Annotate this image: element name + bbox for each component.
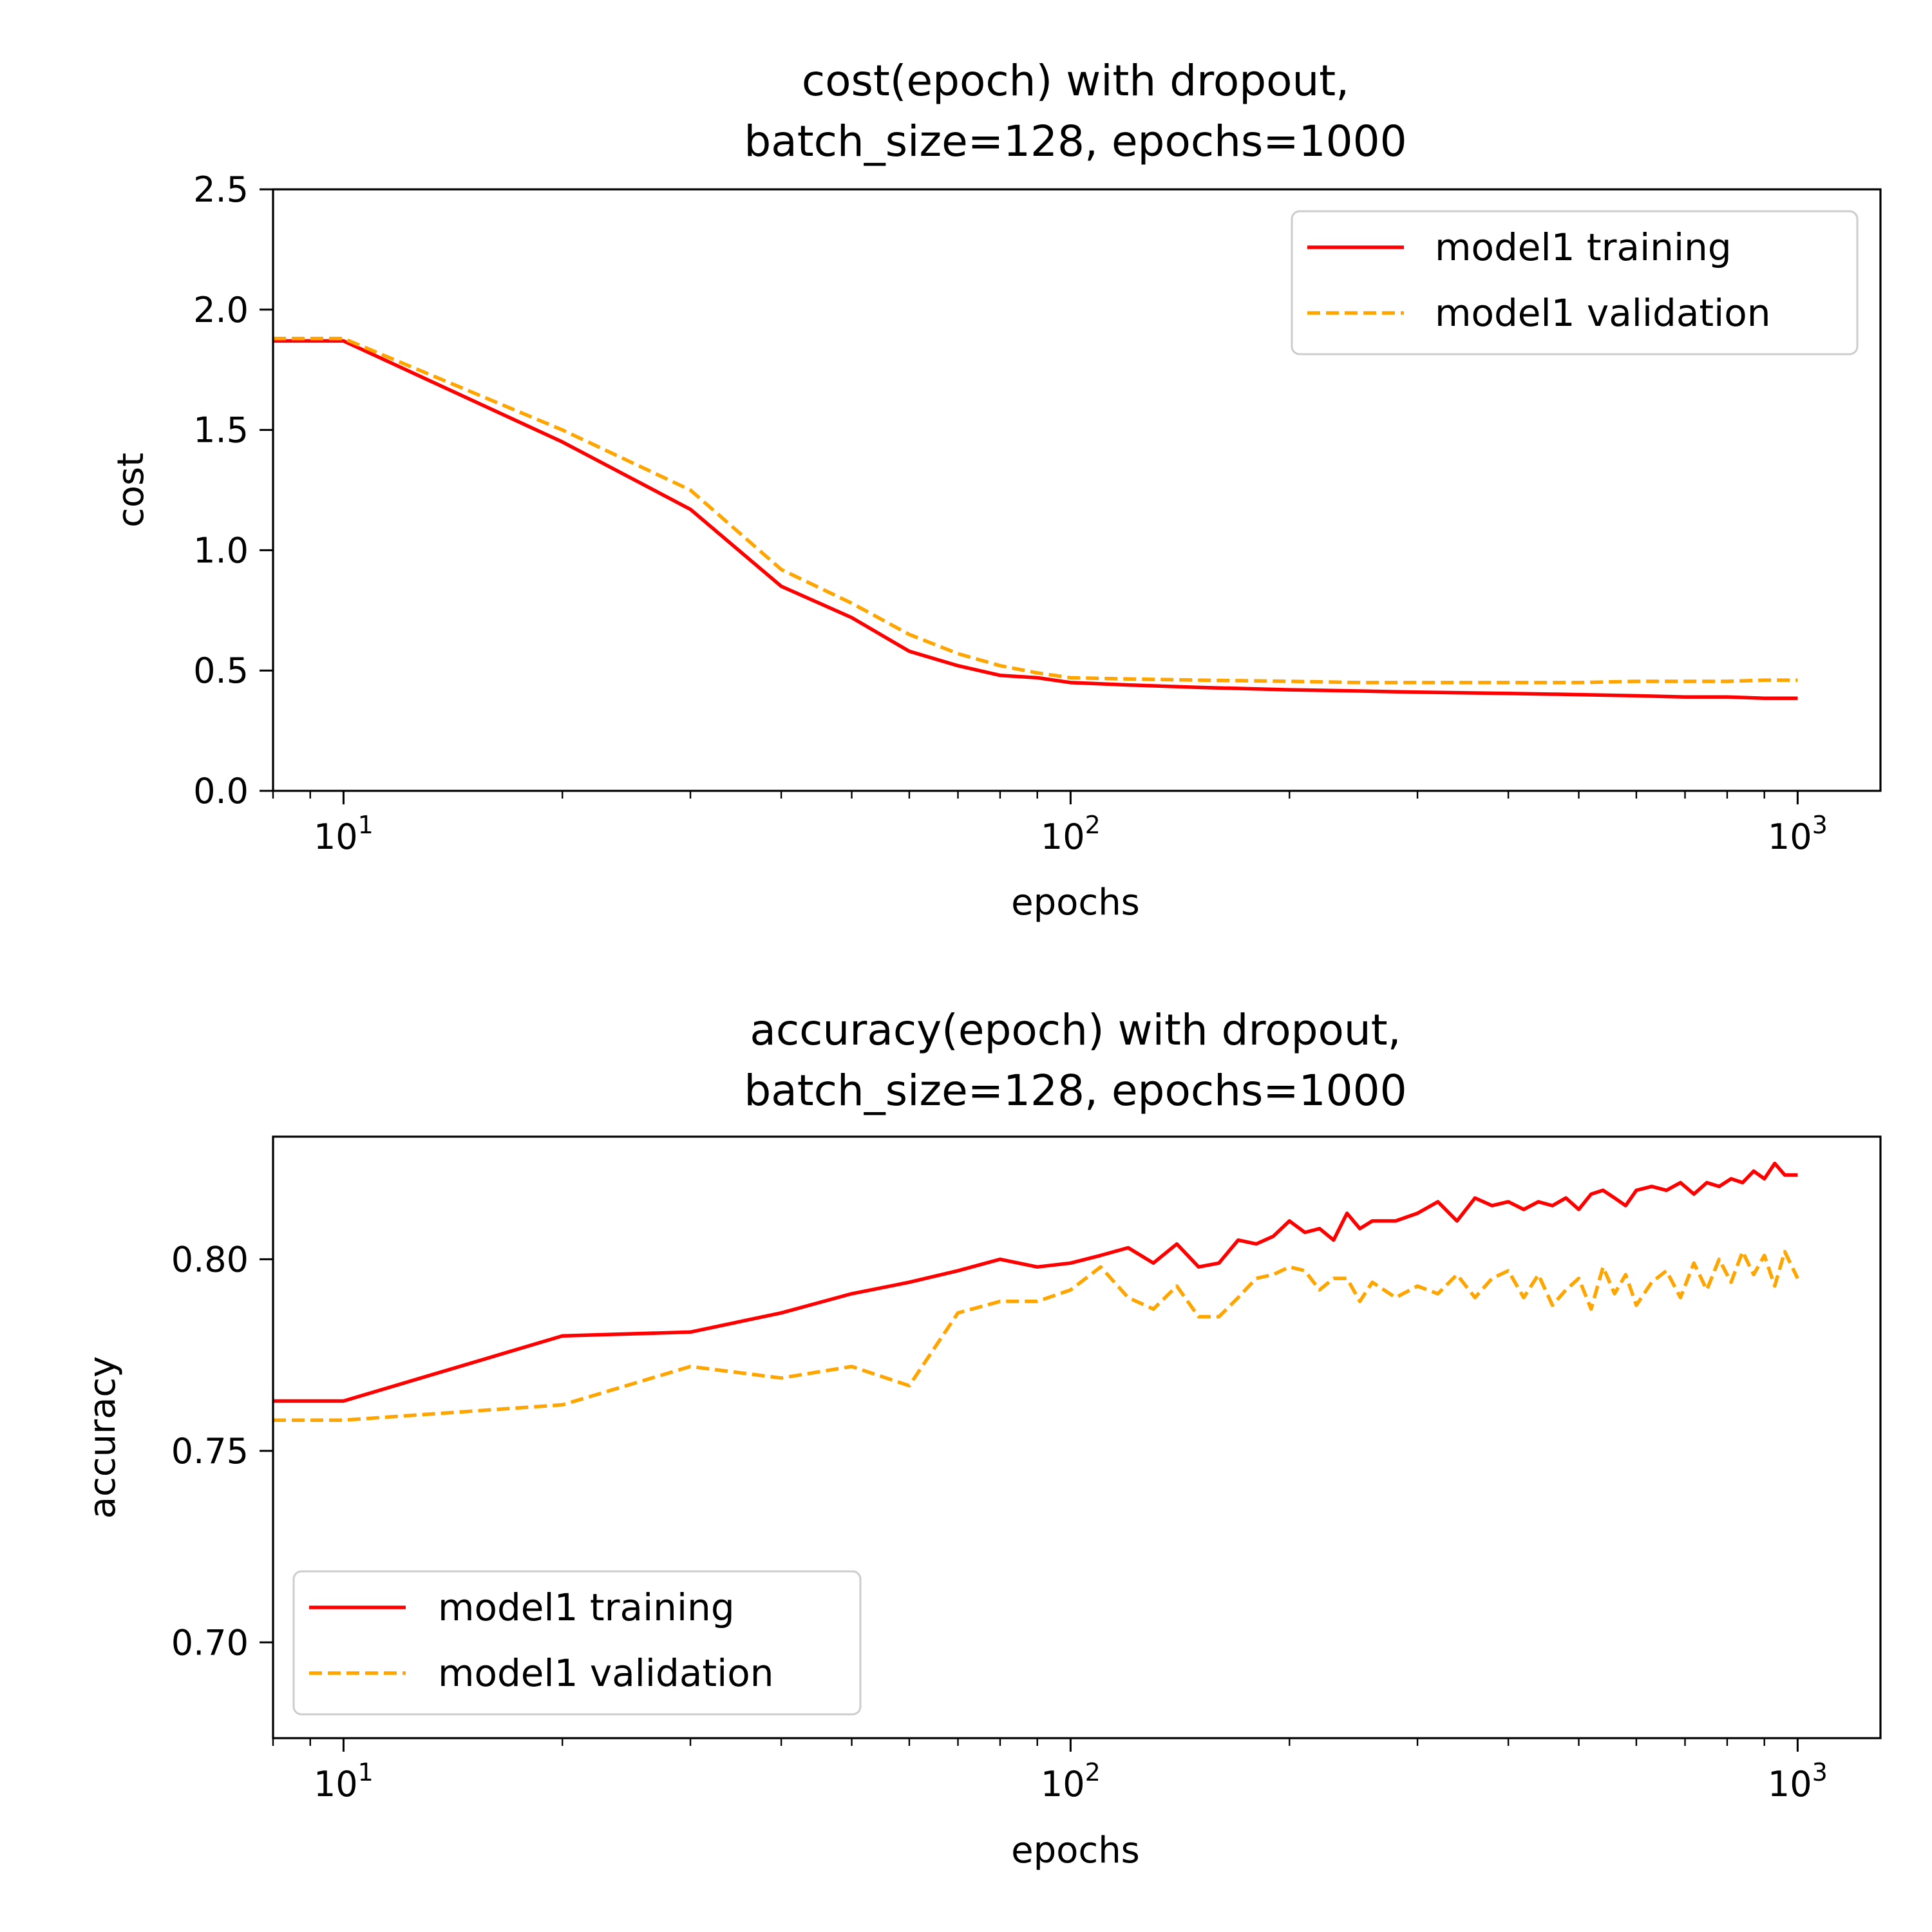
cost-y-tick-label: 0.5: [193, 650, 249, 691]
accuracy-x-axis-label: epochs: [1011, 1830, 1140, 1871]
cost-x-tick-label: 102: [1041, 811, 1101, 857]
accuracy-chart-title-line2: batch_size=128, epochs=1000: [744, 1066, 1406, 1115]
cost-plot-area: 101 102 103 0.0 0.5 1.0 1.5 2.0 2.5: [193, 169, 1828, 857]
accuracy-x-tick-label: 103: [1768, 1758, 1828, 1804]
accuracy-series-training-line: [273, 1161, 1798, 1403]
cost-axes-frame: [272, 188, 1882, 792]
cost-y-tick-label: 2.5: [193, 169, 249, 210]
accuracy-y-tick-label: 0.75: [171, 1431, 249, 1472]
accuracy-chart: accuracy(epoch) with dropout, batch_size…: [82, 1005, 1882, 1871]
accuracy-chart-title-line1: accuracy(epoch) with dropout,: [750, 1005, 1401, 1055]
cost-series-training-line: [273, 339, 1798, 700]
accuracy-legend-validation-label: model1 validation: [438, 1651, 774, 1695]
cost-x-tick-label: 101: [314, 811, 374, 857]
accuracy-legend: model1 training model1 validation: [292, 1570, 862, 1716]
cost-y-tick-label: 1.0: [193, 530, 249, 571]
cost-chart-title-line2: batch_size=128, epochs=1000: [744, 117, 1406, 166]
cost-series-validation-line: [273, 336, 1798, 685]
cost-y-tick-label: 0.0: [193, 771, 249, 811]
cost-y-axis-label: cost: [110, 453, 152, 527]
accuracy-y-axis-label: accuracy: [82, 1356, 124, 1519]
cost-legend-box: [1291, 210, 1859, 355]
accuracy-legend-training-label: model1 training: [438, 1586, 735, 1629]
cost-chart: cost(epoch) with dropout, batch_size=128…: [110, 56, 1882, 923]
accuracy-y-tick-label: 0.70: [171, 1622, 249, 1663]
cost-x-tick-label: 103: [1768, 811, 1828, 857]
accuracy-axes-frame: [272, 1135, 1882, 1739]
accuracy-series-validation-line: [273, 1249, 1799, 1422]
accuracy-legend-box: [292, 1570, 862, 1716]
accuracy-y-tick-label: 0.80: [171, 1239, 249, 1280]
cost-legend-training-label: model1 training: [1435, 225, 1732, 269]
cost-x-axis-label: epochs: [1011, 882, 1140, 923]
cost-legend-validation-label: model1 validation: [1435, 291, 1771, 335]
cost-y-tick-label: 2.0: [193, 290, 249, 330]
cost-y-tick-label: 1.5: [193, 410, 249, 451]
accuracy-plot-area: 101 102 103 0.70 0.75 0.80: [171, 1161, 1828, 1804]
accuracy-x-tick-label: 101: [314, 1758, 374, 1804]
cost-legend: model1 training model1 validation: [1291, 210, 1859, 355]
accuracy-x-tick-label: 102: [1041, 1758, 1101, 1804]
cost-chart-title-line1: cost(epoch) with dropout,: [802, 56, 1349, 106]
